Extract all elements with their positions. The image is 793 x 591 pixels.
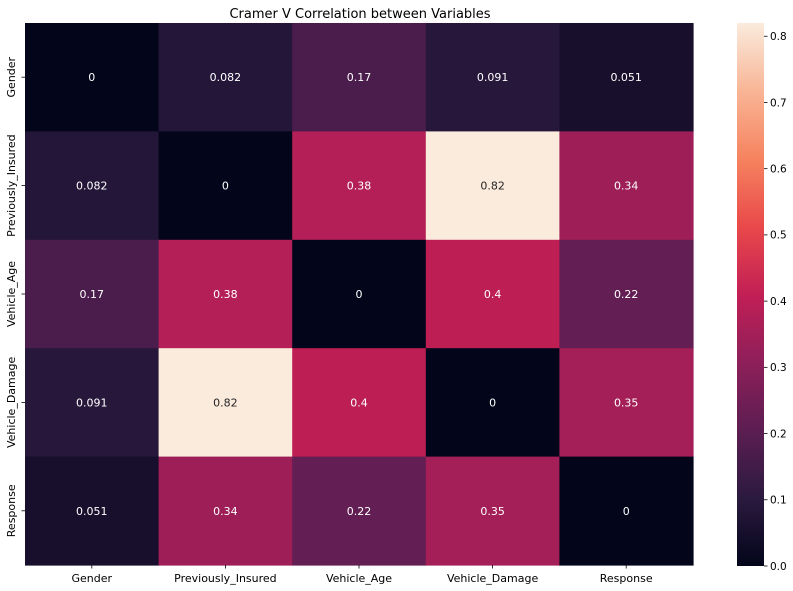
y-tick-label: Vehicle_Age xyxy=(5,261,18,327)
cell-value-label: 0.35 xyxy=(614,396,639,409)
cell-value-label: 0.38 xyxy=(347,180,372,193)
heatmap-cell-2-3 xyxy=(425,239,560,349)
heatmap-cell-1-1 xyxy=(158,131,293,241)
colorbar-tick-label: 0.8 xyxy=(770,31,787,43)
heatmap-cell-2-1 xyxy=(158,239,293,349)
heatmap-cell-3-3 xyxy=(425,348,560,458)
heatmap-cell-4-3 xyxy=(425,456,560,566)
x-tick-label: Previously_Insured xyxy=(174,572,277,585)
heatmap-cell-2-2 xyxy=(292,239,427,349)
heatmap-cell-1-0 xyxy=(25,131,160,241)
heatmap-cell-4-4 xyxy=(559,456,694,566)
y-tick-label: Previously_Insured xyxy=(5,134,18,237)
colorbar-tick-label: 0.2 xyxy=(770,428,787,440)
colorbar-gradient xyxy=(737,23,764,566)
x-tick-label: Gender xyxy=(72,572,113,585)
cell-value-label: 0 xyxy=(623,505,630,518)
cell-value-label: 0.4 xyxy=(350,396,368,409)
colorbar-tick-label: 0.0 xyxy=(770,561,787,573)
heatmap-cell-3-0 xyxy=(25,348,160,458)
y-tick-label: Gender xyxy=(5,56,18,97)
heatmap-cells: 0 0.082 0.17 0.091 0.051 0.082 0 0.38 0.82 0.34 0.… xyxy=(25,23,694,566)
x-tick-label: Vehicle_Age xyxy=(326,572,392,585)
cell-value-label: 0 xyxy=(222,180,229,193)
y-tick-label: Vehicle_Damage xyxy=(5,357,18,448)
colorbar-ticks: 0.0 0.1 0.2 0.3 0.4 0.5 0.6 0.7 0.8 xyxy=(764,31,787,573)
heatmap-cell-1-3 xyxy=(425,131,560,241)
cell-value-label: 0.091 xyxy=(76,396,108,409)
x-axis: Gender Previously_Insured Vehicle_Age Vehic… xyxy=(72,565,653,585)
heatmap-cell-3-4 xyxy=(559,348,694,458)
cell-value-label: 0.35 xyxy=(480,505,505,518)
heatmap-cell-4-0 xyxy=(25,456,160,566)
cell-value-label: 0.4 xyxy=(484,288,502,301)
cell-value-label: 0.17 xyxy=(347,71,372,84)
heatmap-cell-3-1 xyxy=(158,348,293,458)
colorbar-tick-label: 0.5 xyxy=(770,230,787,242)
cell-value-label: 0.38 xyxy=(213,288,238,301)
cell-value-label: 0.22 xyxy=(347,505,372,518)
heatmap-cell-1-4 xyxy=(559,131,694,241)
heatmap-cell-0-0 xyxy=(25,23,160,132)
heatmap-cell-0-4 xyxy=(559,23,694,132)
heatmap-cell-0-3 xyxy=(425,23,560,132)
heatmap-cell-2-0 xyxy=(25,239,160,349)
cell-value-label: 0.091 xyxy=(477,71,509,84)
heatmap-cell-4-1 xyxy=(158,456,293,566)
cell-value-label: 0.051 xyxy=(610,71,642,84)
cell-value-label: 0.82 xyxy=(213,396,238,409)
cell-value-label: 0 xyxy=(356,288,363,301)
heatmap-cell-2-4 xyxy=(559,239,694,349)
heatmap-cell-1-2 xyxy=(292,131,427,241)
heatmap-cell-0-1 xyxy=(158,23,293,132)
cell-value-label: 0.082 xyxy=(76,180,108,193)
x-tick-label: Vehicle_Damage xyxy=(447,572,538,585)
colorbar-tick-label: 0.3 xyxy=(770,362,787,374)
cell-value-label: 0.082 xyxy=(210,71,242,84)
chart-title: Cramer V Correlation between Variables xyxy=(229,7,490,22)
cell-value-label: 0.051 xyxy=(76,505,108,518)
colorbar-tick-label: 0.7 xyxy=(770,97,787,109)
x-tick-label: Response xyxy=(600,572,653,585)
cell-value-label: 0.22 xyxy=(614,288,639,301)
y-axis: Gender Previously_Insured Vehicle_Age Vehic… xyxy=(5,56,25,537)
cell-value-label: 0.82 xyxy=(480,180,505,193)
colorbar-tick-label: 0.1 xyxy=(770,495,787,507)
colorbar-tick-label: 0.6 xyxy=(770,163,787,175)
heatmap-cell-4-2 xyxy=(292,456,427,566)
heatmap-cell-3-2 xyxy=(292,348,427,458)
y-tick-label: Response xyxy=(5,484,18,537)
heatmap-cell-0-2 xyxy=(292,23,427,132)
colorbar: 0.0 0.1 0.2 0.3 0.4 0.5 0.6 0.7 0.8 xyxy=(737,23,787,573)
colorbar-tick-label: 0.4 xyxy=(770,296,787,308)
cell-value-label: 0.17 xyxy=(80,288,105,301)
cell-value-label: 0.34 xyxy=(614,180,639,193)
cell-value-label: 0.34 xyxy=(213,505,238,518)
cell-value-label: 0 xyxy=(88,71,95,84)
cell-value-label: 0 xyxy=(489,396,496,409)
